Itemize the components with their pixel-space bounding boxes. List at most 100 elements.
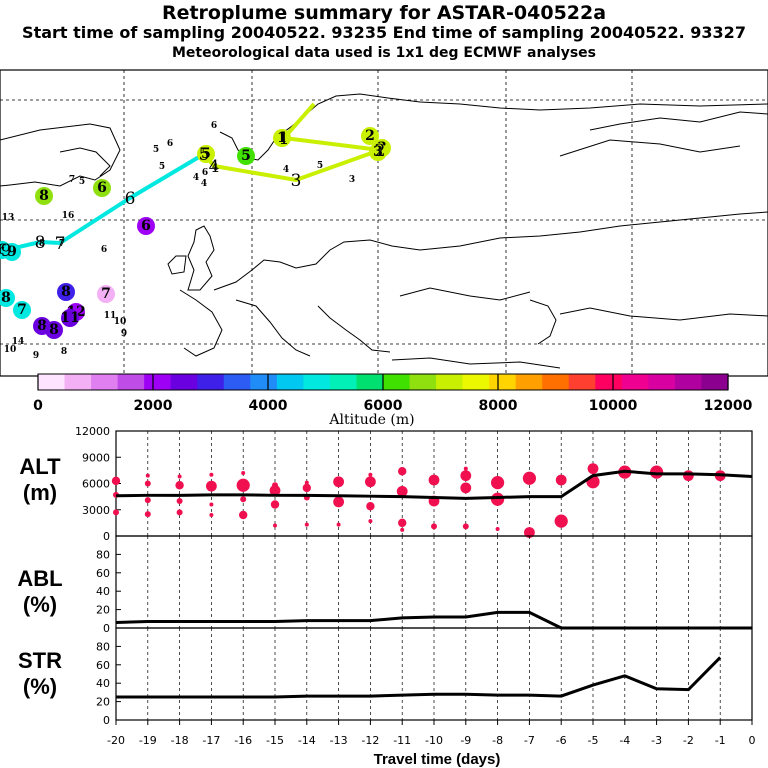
- alt-cluster-marker: [177, 474, 182, 479]
- map-cluster: [369, 143, 387, 161]
- map-cluster: [197, 145, 215, 163]
- colorbar-tick-label: 4000: [249, 398, 288, 414]
- alt-cluster-marker: [206, 480, 217, 492]
- map-cluster: [97, 285, 115, 303]
- alt-cluster-marker: [336, 522, 341, 527]
- x-tick-label: -5: [588, 734, 599, 747]
- alt-cluster-marker: [176, 498, 183, 504]
- alt-cluster-marker: [428, 474, 440, 486]
- alt-cluster-marker: [495, 527, 500, 531]
- alt-cluster-marker: [463, 466, 468, 471]
- colorbar-swatch: [276, 374, 304, 390]
- colorbar-swatch: [515, 374, 543, 390]
- y-tick-label: 0: [103, 530, 110, 543]
- colorbar-swatch: [170, 374, 198, 390]
- map-cluster-label: 8: [49, 322, 59, 338]
- x-tick-label: -10: [425, 734, 443, 747]
- colorbar-swatch: [329, 374, 358, 390]
- map-cluster-label: 6: [141, 218, 151, 234]
- alt-cluster-marker: [209, 502, 214, 507]
- altitude-colorbar: 0 2000 4000 6000 8000 10000 12000 Altitude (m): [33, 373, 753, 428]
- colorbar-swatch: [356, 374, 384, 390]
- alt-cluster-marker: [587, 463, 599, 475]
- map-cluster-label: 6: [211, 121, 217, 131]
- map-cluster-label: 5: [79, 177, 85, 187]
- map-cluster-label: 4: [201, 179, 207, 189]
- y-tick-label: 20: [96, 604, 110, 617]
- colorbar-swatch: [436, 374, 464, 390]
- trajectory-leg-upper: [202, 102, 381, 183]
- alt-cluster-marker: [431, 523, 437, 530]
- colorbar-swatch: [648, 374, 676, 390]
- alt-cluster-marker: [304, 480, 309, 485]
- alt-cluster-marker: [554, 514, 568, 528]
- alt-title-name: ALT: [19, 454, 61, 479]
- colorbar-swatch: [568, 374, 596, 390]
- x-tick-label: -1: [715, 734, 726, 747]
- x-tick-label: -18: [171, 734, 189, 747]
- map-cluster: [13, 301, 31, 319]
- map-cluster: [93, 179, 111, 197]
- map-cluster-label: 7: [17, 302, 27, 318]
- retroplume-map: 1233354554645665756468613166876879788128…: [0, 69, 768, 377]
- colorbar-swatch: [197, 374, 225, 390]
- trajectory-leg-lower: [5, 152, 206, 252]
- map-cluster-label: 4: [212, 163, 218, 173]
- map-cluster: [237, 147, 255, 165]
- alt-cluster-marker: [302, 483, 311, 493]
- map-cluster-label: 6: [202, 168, 208, 178]
- map-gridlines: [0, 70, 768, 376]
- alt-cluster-marker: [145, 473, 150, 478]
- colorbar-swatch: [303, 374, 331, 390]
- map-cluster-label: 8: [39, 239, 45, 249]
- alt-cluster-marker: [111, 476, 121, 486]
- map-cluster-label: 5: [317, 161, 323, 171]
- trajectory-day-label: 2: [375, 141, 386, 161]
- colorbar-swatch: [91, 374, 119, 390]
- map-cluster-label: 14: [12, 337, 25, 347]
- coastlines: [0, 93, 768, 369]
- alt-cluster-marker: [273, 523, 277, 528]
- map-cluster-label: 10: [4, 345, 17, 355]
- alt-cluster-marker: [239, 510, 248, 520]
- trajectory-day-label: 8: [35, 233, 46, 253]
- trajectory-day-label: 9: [1, 241, 12, 261]
- alt-cluster-marker: [683, 470, 694, 482]
- colorbar-swatch: [409, 374, 437, 390]
- map-cluster-label: 8: [1, 290, 11, 306]
- alt-cluster-marker: [176, 509, 183, 516]
- x-tick-label: -9: [460, 734, 471, 747]
- alt-cluster-marker: [144, 511, 151, 518]
- colorbar-swatch: [489, 374, 517, 390]
- alt-cluster-marker: [236, 478, 250, 492]
- y-tick-label: 40: [96, 585, 110, 598]
- alt-cluster-marker: [144, 497, 151, 504]
- map-cluster: [3, 243, 21, 261]
- alt-cluster-marker: [209, 513, 214, 517]
- map-cluster-label: 7: [59, 239, 65, 249]
- colorbar-swatch: [462, 374, 490, 390]
- map-cluster-label: 5: [201, 146, 211, 162]
- map-cluster-label: 9: [121, 329, 127, 339]
- colorbar-swatch: [701, 374, 729, 390]
- alt-title-unit: (m): [23, 480, 57, 505]
- trajectory-layer: 1233354554645665756468613166876879788128…: [0, 102, 391, 361]
- alt-cluster-marker: [398, 518, 407, 528]
- map-cluster-label: 5: [241, 148, 251, 164]
- map-cluster-label: 4: [283, 165, 289, 175]
- x-tick-label: -19: [139, 734, 157, 747]
- y-tick-label: 80: [96, 548, 110, 561]
- map-cluster-label: 9: [33, 351, 39, 361]
- x-tick-label: -4: [619, 734, 630, 747]
- x-tick-label: -7: [524, 734, 535, 747]
- map-cluster-label: 8: [37, 318, 47, 334]
- alt-cluster-marker: [396, 485, 408, 497]
- map-cluster-label: 13: [2, 213, 15, 223]
- alt-cluster-marker: [304, 522, 309, 527]
- colorbar-tick-label: 10000: [589, 398, 638, 414]
- y-tick-label: 3000: [82, 504, 110, 517]
- sampling-times: Start time of sampling 20040522. 93235 E…: [22, 23, 746, 42]
- time-series-panels: 030006000900012000020406080020406080-20-…: [75, 425, 756, 747]
- colorbar-swatch: [117, 374, 145, 390]
